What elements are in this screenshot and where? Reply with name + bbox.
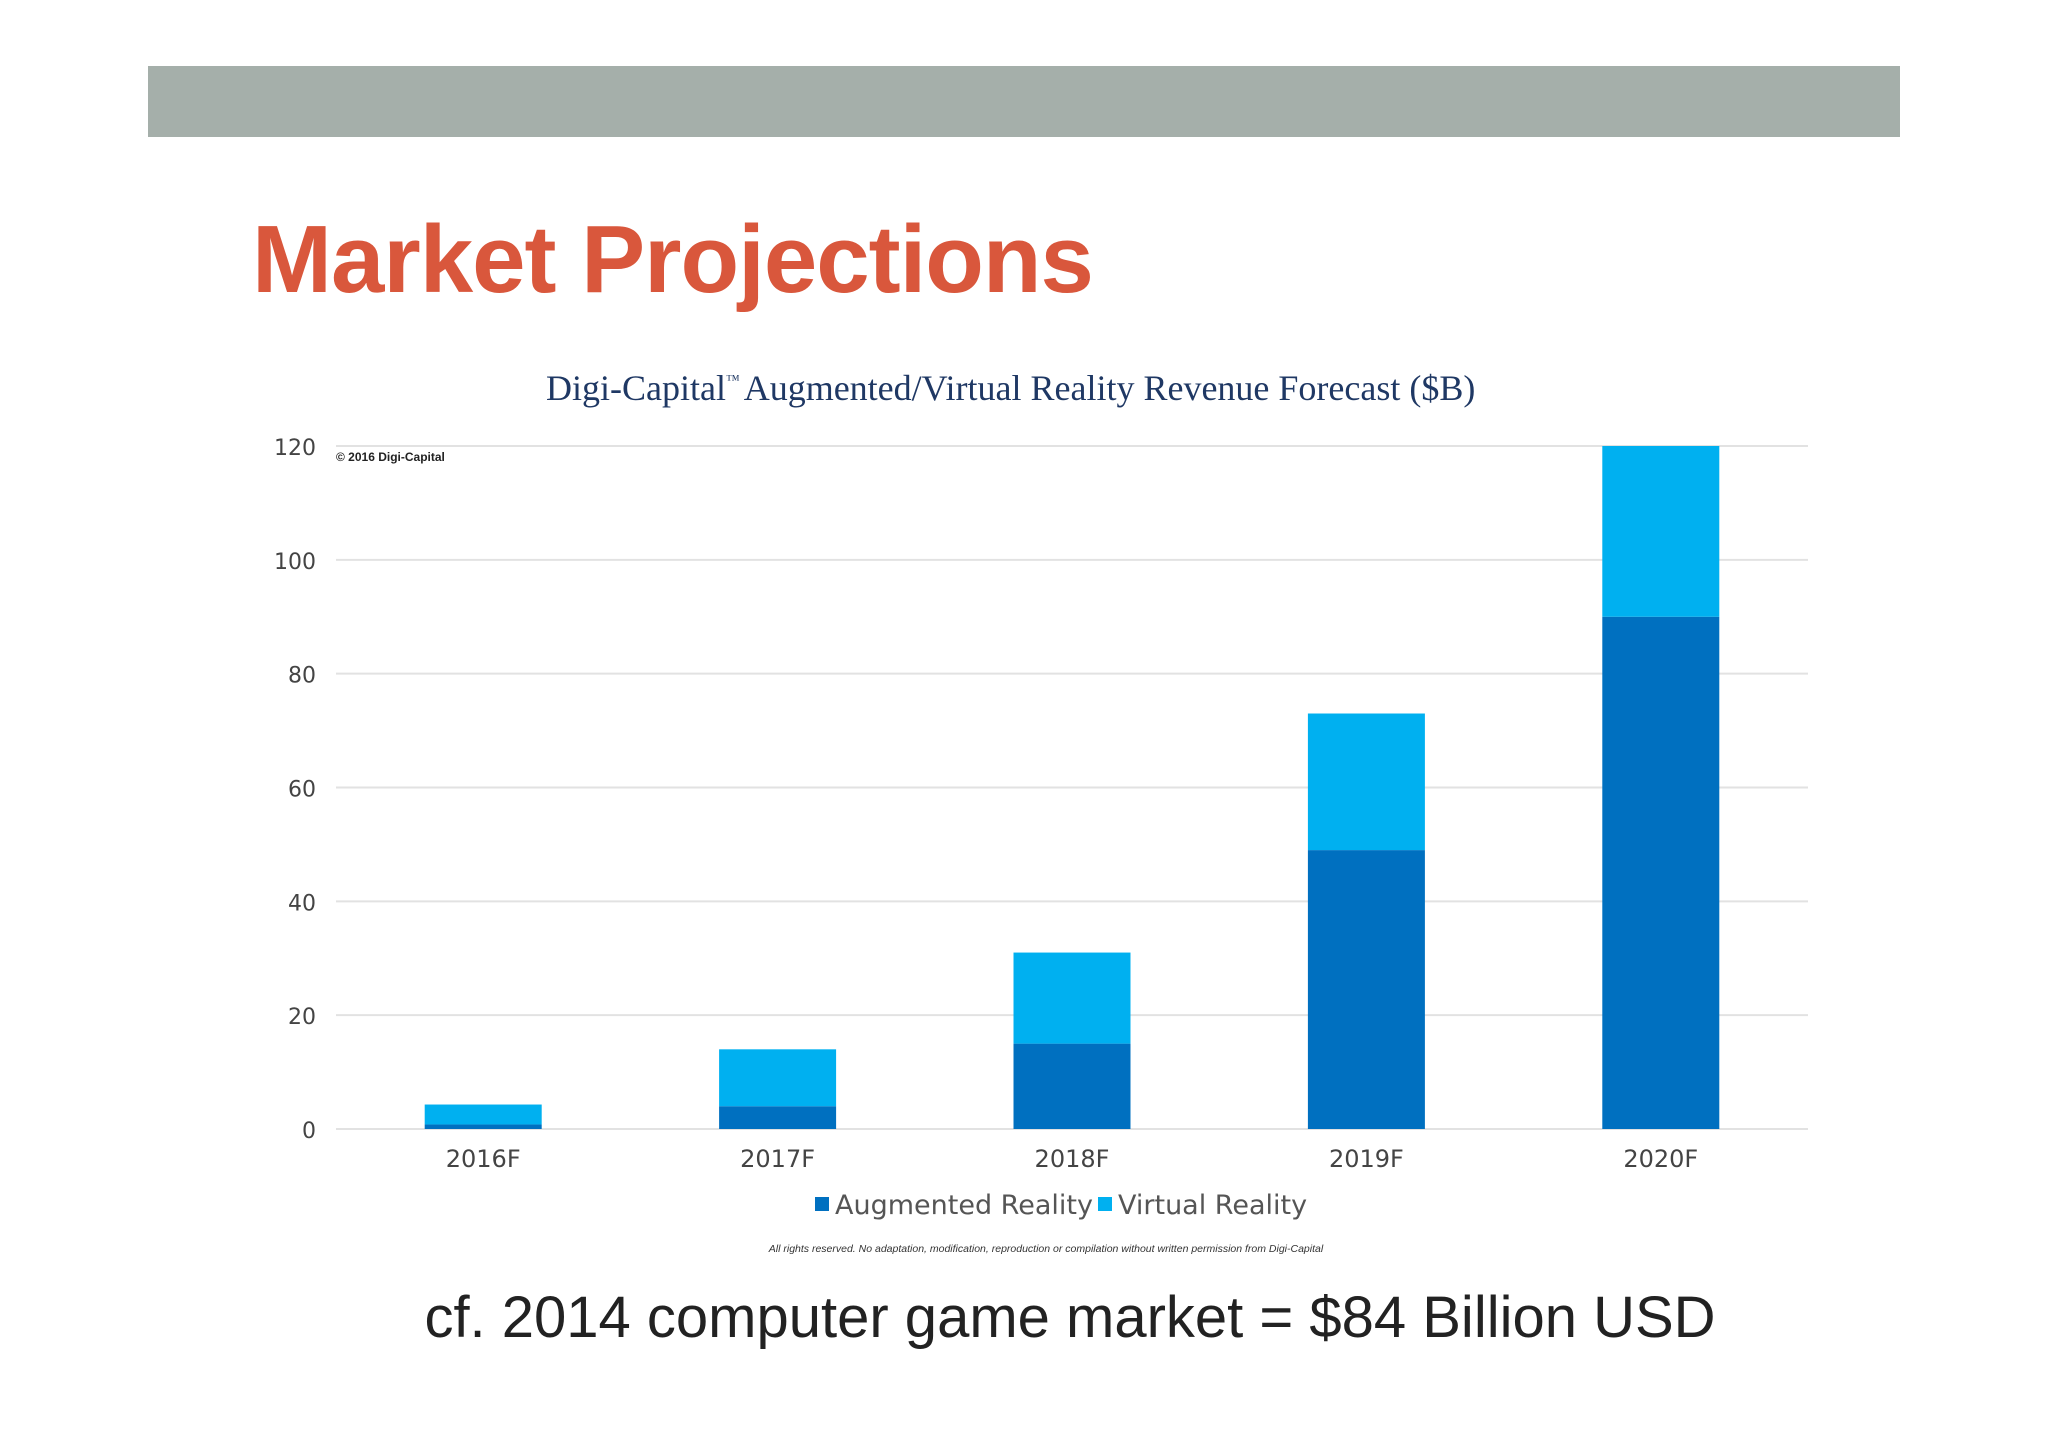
chart-title: Digi-Capital™ Augmented/Virtual Reality R…	[546, 368, 1475, 408]
y-tick-label-60: 60	[288, 778, 316, 803]
legend: Augmented Reality Virtual Reality	[815, 1190, 1307, 1221]
y-tick-label-80: 80	[288, 664, 316, 689]
gridlines	[336, 445, 1808, 1130]
legend-swatch-augmented	[815, 1197, 829, 1211]
y-axis-ticks: 0 20 40 60 80 100 120	[274, 436, 316, 1144]
y-tick-label-20: 20	[288, 1005, 316, 1030]
bar-augmented-2019F	[1307, 850, 1425, 1129]
chart-title-text: Augmented/Virtual Reality Revenue Foreca…	[744, 368, 1476, 408]
y-tick-label-0: 0	[302, 1119, 316, 1144]
bar-augmented-2017F	[719, 1106, 837, 1129]
x-tick-label-2019F: 2019F	[1329, 1145, 1404, 1173]
bar-virtual-2017F	[719, 1049, 837, 1107]
x-tick-label-2020F: 2020F	[1623, 1145, 1698, 1173]
market-comparison-note: cf. 2014 computer game market = $84 Bill…	[424, 1285, 1716, 1350]
x-tick-label-2016F: 2016F	[446, 1145, 521, 1173]
x-tick-label-2017F: 2017F	[740, 1145, 815, 1173]
bar-virtual-2018F	[1013, 952, 1131, 1044]
chart-brand: Digi-Capital	[546, 368, 726, 408]
bar-augmented-2016F	[424, 1124, 542, 1129]
slide-title: Market Projections	[252, 206, 1094, 313]
bar-virtual-2019F	[1307, 713, 1425, 851]
x-axis-ticks: 2016F 2017F 2018F 2019F 2020F	[446, 1145, 1698, 1173]
bar-virtual-2016F	[424, 1104, 542, 1125]
rights-notice: All rights reserved. No adaptation, modi…	[768, 1243, 1324, 1255]
bars	[424, 446, 1720, 1129]
chart-copyright: © 2016 Digi-Capital	[336, 450, 445, 464]
y-tick-label-120: 120	[274, 436, 316, 461]
legend-swatch-virtual	[1098, 1197, 1112, 1211]
legend-label-virtual: Virtual Reality	[1118, 1190, 1307, 1221]
y-tick-label-100: 100	[274, 550, 316, 575]
x-tick-label-2018F: 2018F	[1035, 1145, 1110, 1173]
bar-virtual-2020F	[1602, 446, 1720, 617]
y-tick-label-40: 40	[288, 891, 316, 916]
top-banner-bar	[148, 66, 1900, 137]
chart-trademark: ™	[726, 373, 740, 388]
bar-augmented-2020F	[1602, 616, 1720, 1129]
bar-augmented-2018F	[1013, 1043, 1131, 1129]
legend-label-augmented: Augmented Reality	[835, 1190, 1093, 1221]
